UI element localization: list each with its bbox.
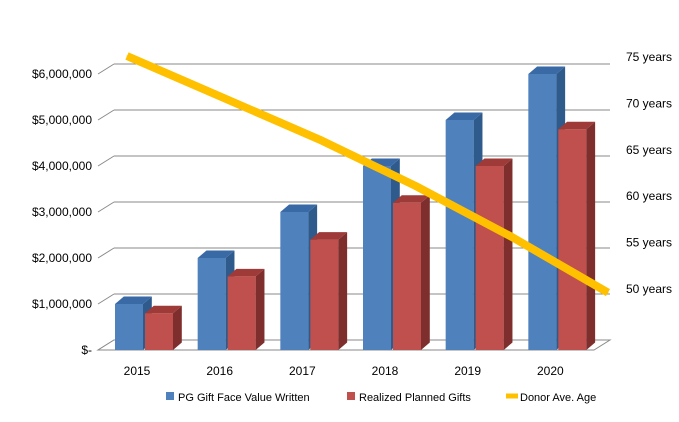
bar-realized-front <box>145 313 173 350</box>
bar-realized <box>227 268 265 350</box>
bar-realized <box>310 232 348 350</box>
bar-realized-side <box>503 158 513 350</box>
x-tick-label: 2019 <box>454 364 481 378</box>
donor-age-point <box>415 185 417 187</box>
gridline-diagonal <box>97 155 115 167</box>
bar-face-value-front <box>445 120 474 350</box>
bar-realized <box>145 305 182 350</box>
bar-realized-top <box>310 232 348 240</box>
bar-realized-top <box>227 268 265 277</box>
bar-realized-side <box>255 268 265 350</box>
legend-item: Donor Ave. Age <box>506 392 596 404</box>
legend: PG Gift Face Value Written Realized Plann… <box>166 392 596 404</box>
gridline-diagonal <box>97 109 115 121</box>
bar-realized-top <box>558 121 596 130</box>
bar-realized-side <box>421 195 430 350</box>
donor-age-point <box>126 55 128 57</box>
bar-realized <box>558 121 596 350</box>
x-tick-label: 2015 <box>124 364 151 378</box>
bar-realized-top <box>393 195 430 203</box>
legend-item: PG Gift Face Value Written <box>166 392 310 404</box>
y-right-tick-label: 75 years <box>626 50 672 64</box>
y-left-tick-label: $6,000,000 <box>32 67 92 81</box>
y-right-tick-label: 70 years <box>626 96 672 110</box>
bar-realized-front <box>558 129 587 350</box>
bar-realized-front <box>310 239 339 350</box>
donor-age-line <box>125 52 611 297</box>
bar-realized-front <box>475 166 504 350</box>
y-left-tick-label: $2,000,000 <box>32 251 92 265</box>
bars <box>115 66 596 350</box>
y-right-tick-label: 65 years <box>626 143 672 157</box>
x-axis: 2015 2016 2017 2018 2019 2020 <box>124 364 564 378</box>
y-right-tick-label: 60 years <box>626 189 672 203</box>
bar-realized-side <box>586 121 596 350</box>
bar-realized-top <box>475 158 513 166</box>
donor-age-point <box>222 97 224 99</box>
legend-label: Realized Planned Gifts <box>359 392 471 404</box>
bar-face-value-front <box>197 258 226 350</box>
bar-realized-front <box>227 276 256 350</box>
legend-item: Realized Planned Gifts <box>347 392 471 404</box>
x-tick-label: 2018 <box>372 364 399 378</box>
bar-face-value-top <box>528 66 566 74</box>
y-right-tick-label: 55 years <box>626 236 672 250</box>
bar-realized <box>393 195 430 350</box>
bar-realized-top <box>145 305 182 314</box>
y-left-tick-label: $5,000,000 <box>32 113 92 127</box>
y-left-tick-label: $4,000,000 <box>32 159 92 173</box>
legend-label: Donor Ave. Age <box>520 392 596 404</box>
bar-face-value-front <box>363 166 391 350</box>
bar-face-value-top <box>115 296 152 304</box>
x-tick-label: 2020 <box>537 364 564 378</box>
bar-face-value-top <box>445 112 483 120</box>
bar-realized-front <box>393 202 421 350</box>
y-left-tick-label: $1,000,000 <box>32 297 92 311</box>
donor-age-point <box>318 139 320 141</box>
y-left-tick-label: $3,000,000 <box>32 205 92 219</box>
donor-age-point <box>511 236 513 238</box>
x-tick-label: 2017 <box>289 364 316 378</box>
gridline-diagonal <box>97 201 115 213</box>
gridline-diagonal <box>97 247 115 259</box>
bar-realized-side <box>338 232 348 350</box>
bar-realized <box>475 158 513 350</box>
bar-realized-side <box>173 305 182 350</box>
legend-label: PG Gift Face Value Written <box>178 392 310 404</box>
bar-face-value-front <box>280 212 309 350</box>
legend-swatch <box>166 392 174 400</box>
bar-face-value-top <box>280 204 318 212</box>
y-left-tick-label: $- <box>81 343 92 357</box>
bar-face-value-front <box>115 304 143 350</box>
left-axis: $- $1,000,000 $2,000,000 $3,000,000 $4,000,0… <box>32 67 92 357</box>
gridline-diagonal <box>97 293 115 305</box>
age-line <box>125 52 611 297</box>
legend-swatch <box>347 392 355 400</box>
right-axis: 50 years 55 years 60 years 65 years 70 years… <box>626 50 672 296</box>
x-tick-label: 2016 <box>206 364 233 378</box>
donor-age-point <box>607 292 609 294</box>
y-right-tick-label: 50 years <box>626 282 672 296</box>
bar-face-value-front <box>528 74 557 350</box>
bar-face-value-top <box>197 250 235 258</box>
gridline-diagonal <box>97 63 115 75</box>
